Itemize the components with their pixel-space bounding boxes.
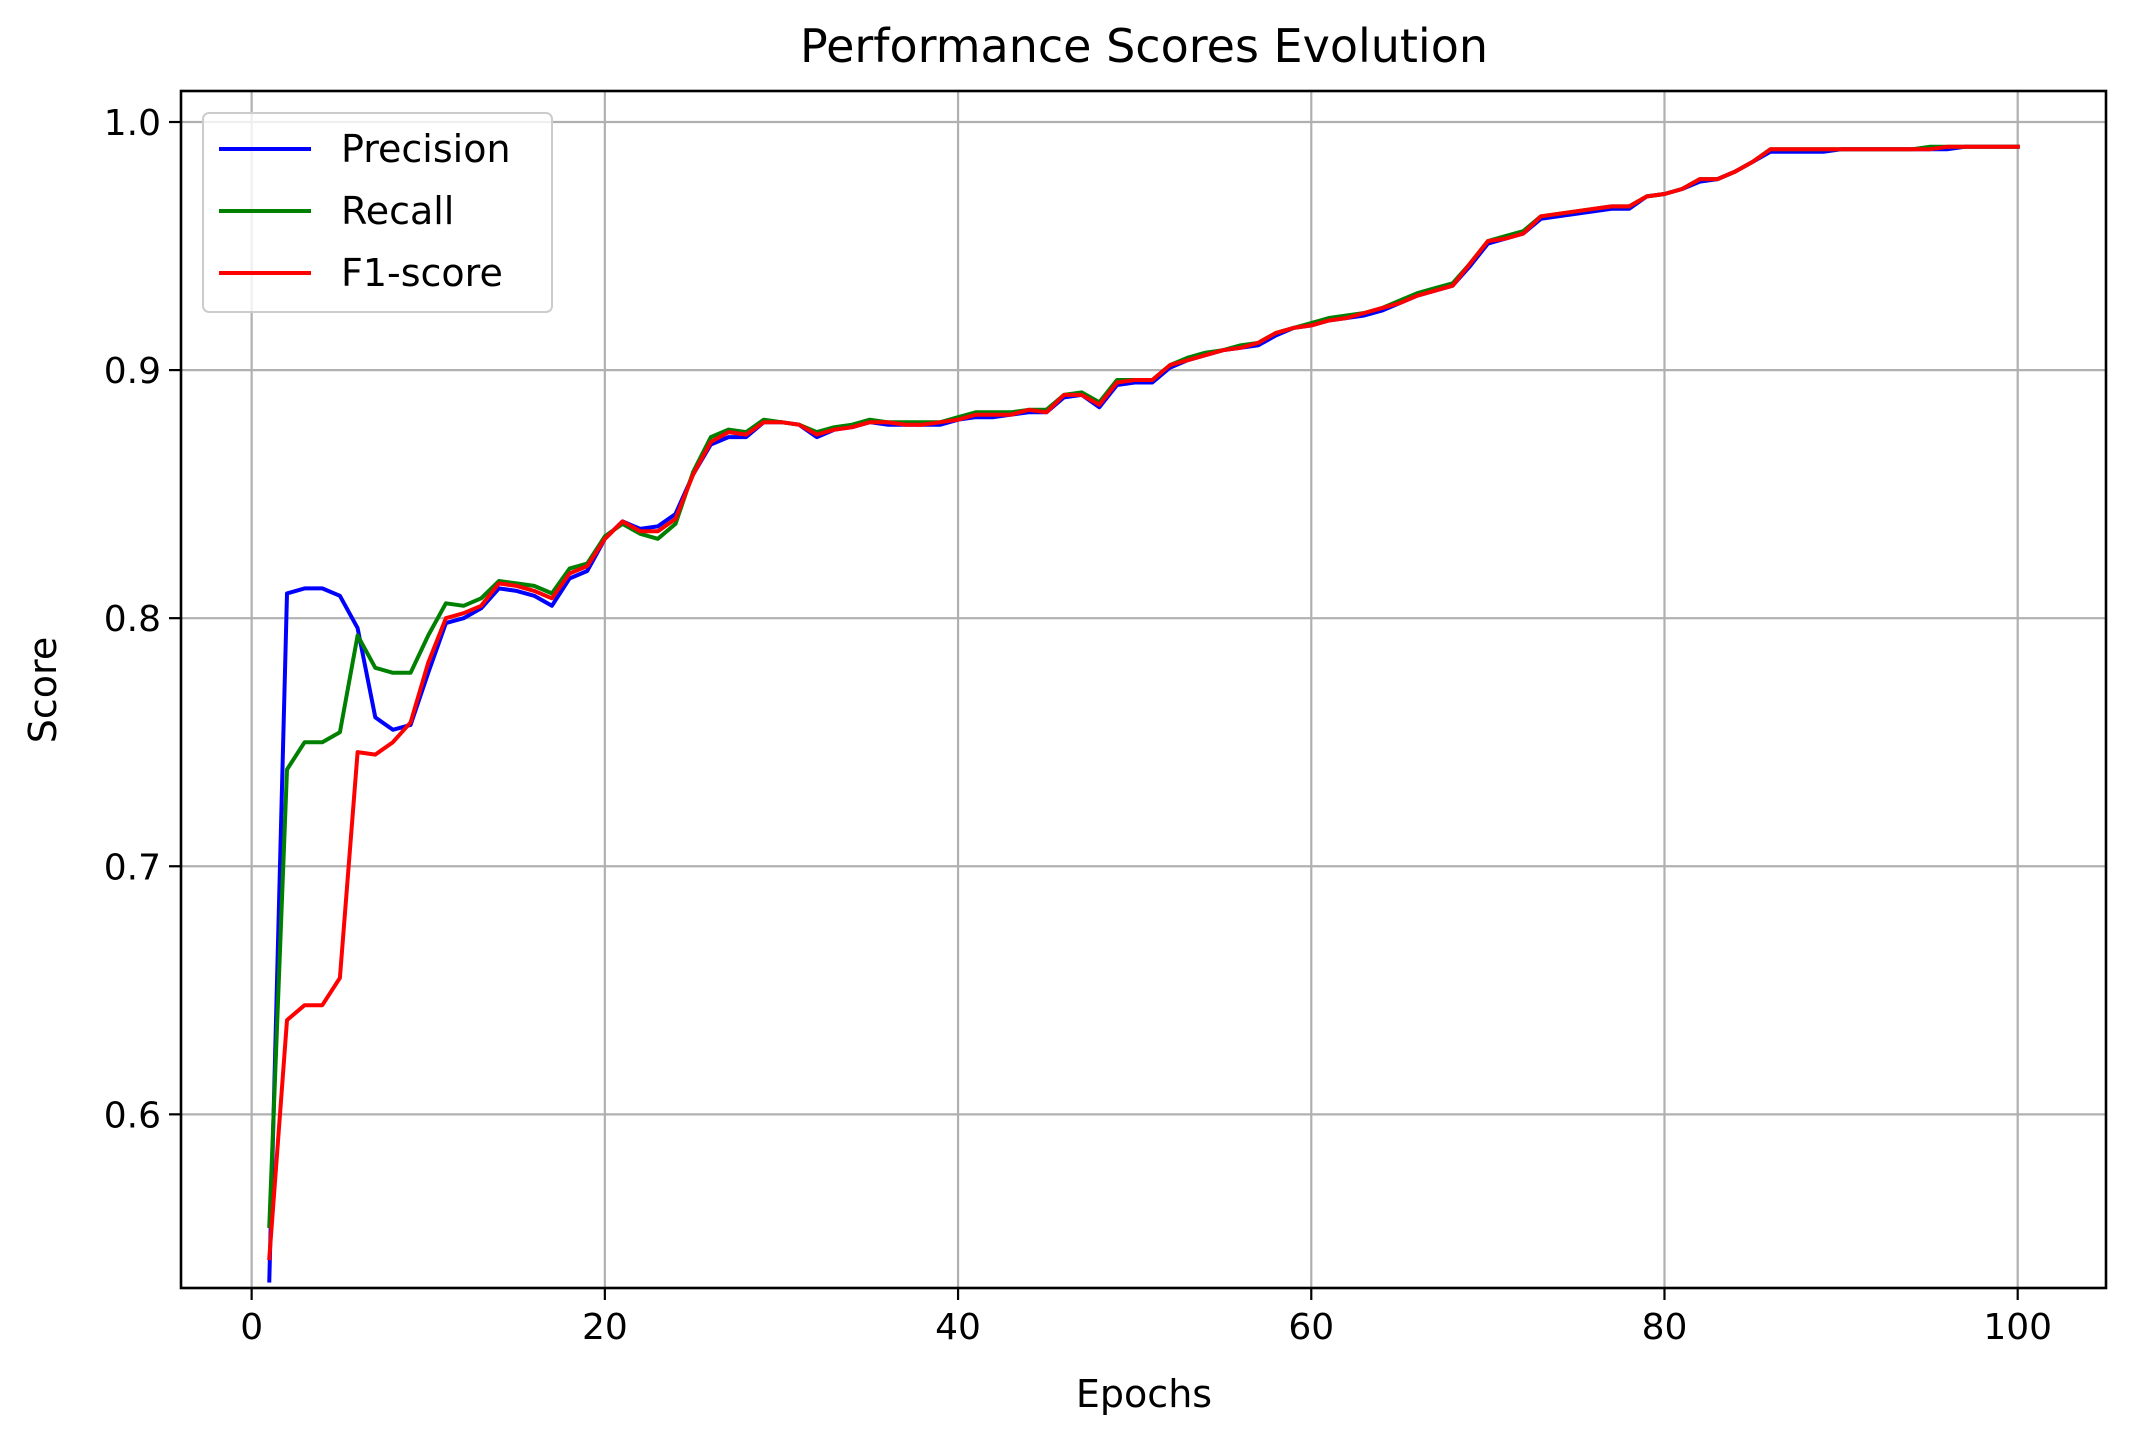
- y-axis-label: Score: [21, 637, 65, 743]
- series-line-f1-score: [267, 144, 2020, 1261]
- y-tick-label: 1.0: [104, 103, 161, 144]
- y-tick-label: 0.6: [104, 1095, 161, 1136]
- grid: [181, 91, 2106, 1288]
- legend-label-recall: Recall: [341, 189, 454, 233]
- chart-title: Performance Scores Evolution: [800, 19, 1488, 73]
- x-tick-label: 60: [1288, 1307, 1334, 1348]
- x-tick-label: 100: [1983, 1307, 2052, 1348]
- legend: Precision Recall F1-score: [202, 112, 553, 313]
- y-tick-label: 0.7: [104, 847, 161, 888]
- x-axis-label: Epochs: [1076, 1372, 1212, 1416]
- y-axis-ticks: 0.6 0.7 0.8 0.9 1.0: [104, 103, 181, 1136]
- series-group: [267, 144, 2020, 1283]
- y-tick-label: 0.9: [104, 351, 161, 392]
- legend-label-f1-score: F1-score: [341, 251, 503, 295]
- y-tick-label: 0.8: [104, 599, 161, 640]
- x-tick-label: 20: [582, 1307, 628, 1348]
- legend-label-precision: Precision: [341, 127, 511, 171]
- x-tick-label: 40: [935, 1307, 981, 1348]
- x-tick-label: 0: [240, 1307, 263, 1348]
- plot-area-frame: [179, 89, 2108, 1290]
- x-tick-label: 80: [1642, 1307, 1688, 1348]
- legend-box: [202, 112, 553, 313]
- x-axis-ticks: 0 20 40 60 80 100: [240, 1288, 2052, 1348]
